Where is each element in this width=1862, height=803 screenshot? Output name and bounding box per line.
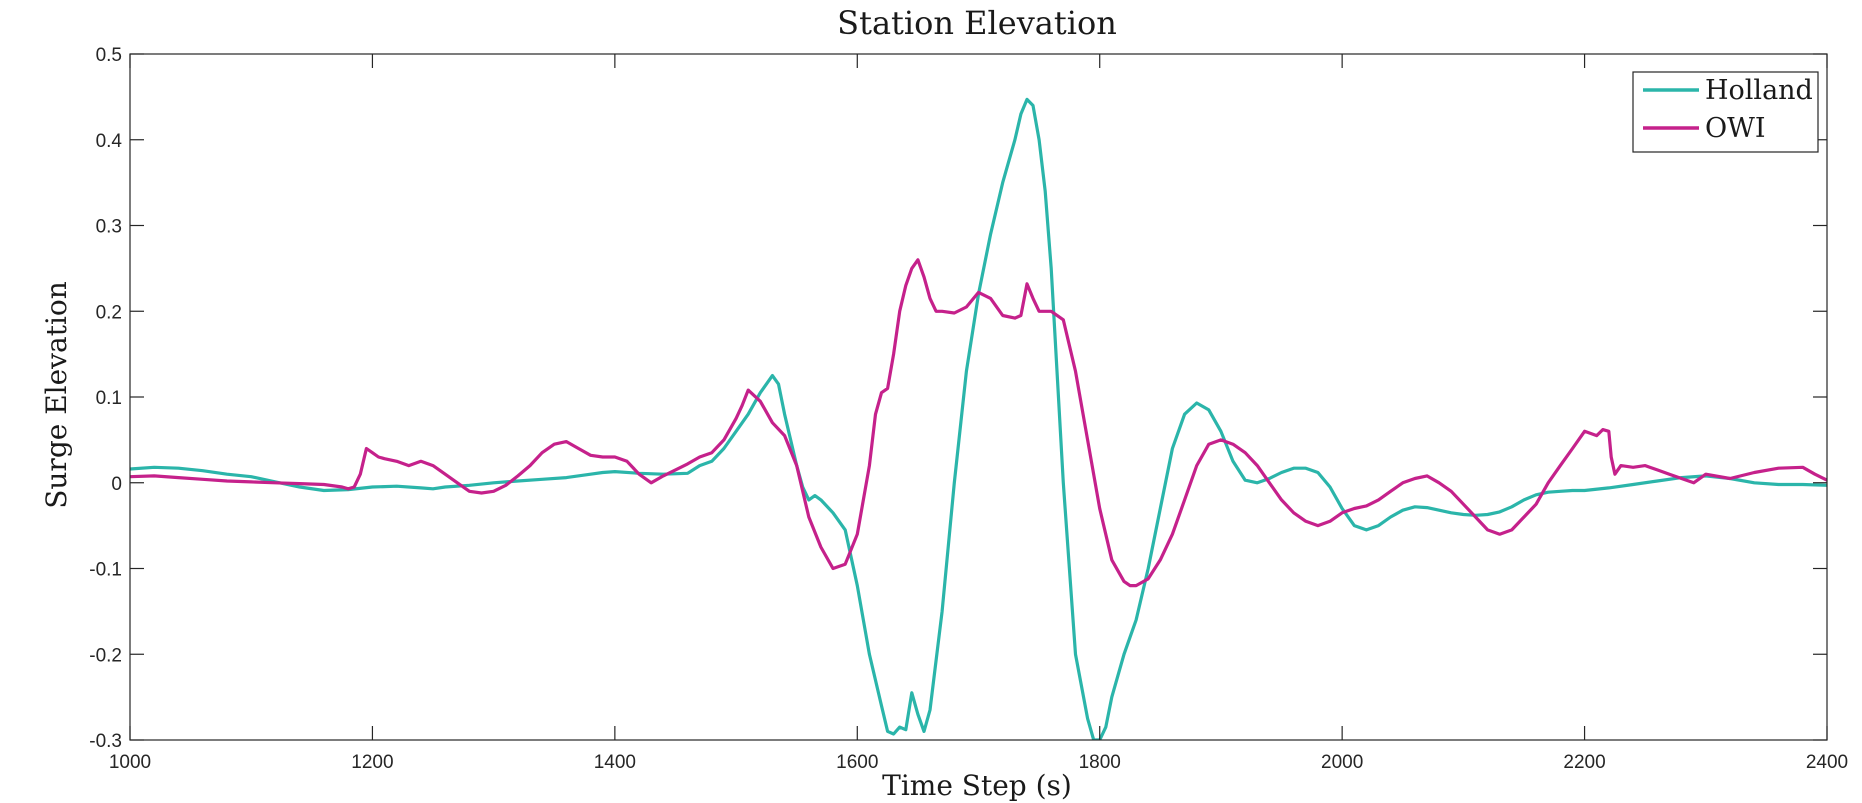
y-axis-label: Surge Elevation bbox=[40, 281, 73, 509]
series-line-owi bbox=[130, 258, 1827, 588]
y-tick-label: 0 bbox=[111, 474, 122, 495]
series-line-holland bbox=[130, 97, 1827, 740]
legend: Holland OWI bbox=[1632, 71, 1819, 153]
legend-label-owi: OWI bbox=[1705, 113, 1766, 144]
x-tick-label: 1800 bbox=[1079, 752, 1121, 773]
x-tick-label: 2400 bbox=[1806, 752, 1848, 773]
x-tick-label: 2000 bbox=[1321, 752, 1363, 773]
legend-label-holland: Holland bbox=[1705, 75, 1813, 106]
x-tick-label: 1600 bbox=[836, 752, 878, 773]
y-tick-label: 0.1 bbox=[96, 388, 122, 409]
x-axis-label: Time Step (s) bbox=[882, 769, 1072, 802]
series-group bbox=[130, 97, 1827, 740]
y-tick-label: 0.3 bbox=[96, 217, 122, 238]
x-tick-label: 1200 bbox=[351, 752, 393, 773]
x-tick-label: 1000 bbox=[109, 752, 151, 773]
y-tick-label: 0.5 bbox=[96, 45, 122, 66]
x-tick-label: 1400 bbox=[594, 752, 636, 773]
y-tick-label: -0.1 bbox=[89, 560, 122, 581]
legend-box bbox=[1632, 71, 1819, 153]
y-tick-label: -0.3 bbox=[89, 731, 122, 752]
y-tick-label: -0.2 bbox=[89, 645, 122, 666]
x-tick-label: 2200 bbox=[1563, 752, 1605, 773]
plot-area: 1000 1200 1400 1600 1800 2000 2200 2400 -0.3 -0.2… bbox=[89, 45, 1848, 773]
axes-box bbox=[129, 53, 1828, 741]
y-tick-label: 0.4 bbox=[96, 131, 123, 152]
y-tick-label: 0.2 bbox=[96, 302, 122, 323]
chart-title: Station Elevation bbox=[837, 4, 1117, 42]
